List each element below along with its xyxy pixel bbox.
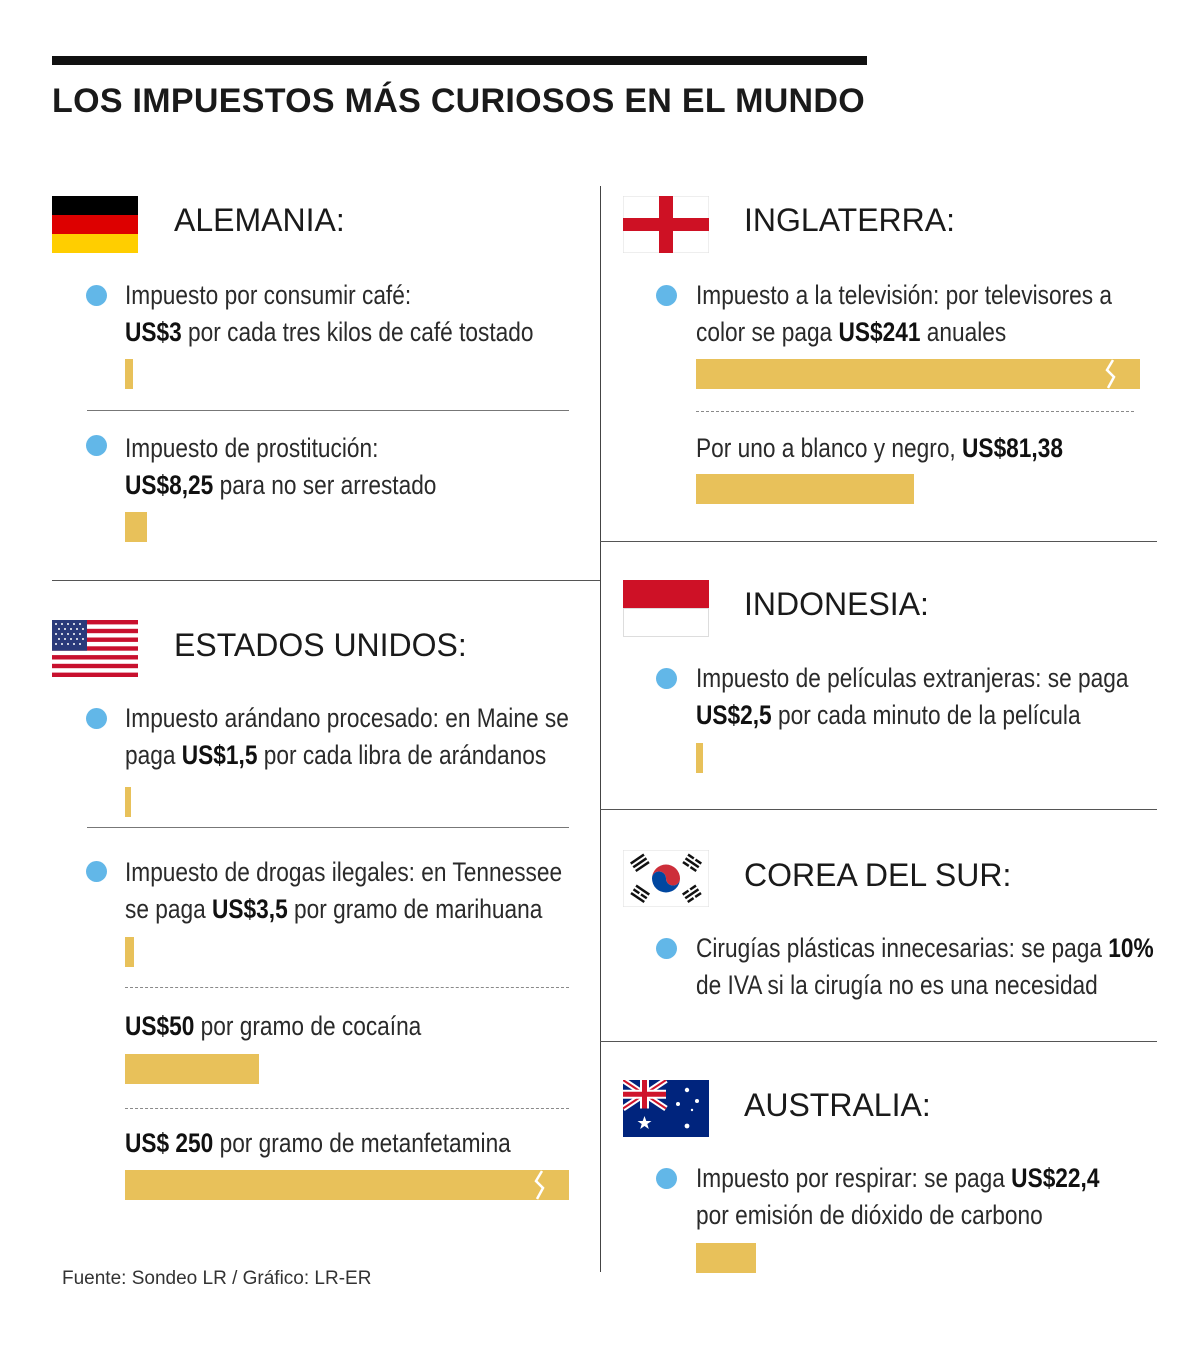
- tax-item-cirugias: Cirugías plásticas innecesarias: se paga…: [696, 933, 1154, 1000]
- indonesia-flag-icon: [623, 580, 709, 637]
- tax-item-arandanos: Impuesto arándano procesado: en Maine se…: [125, 703, 569, 770]
- bar-respirar: [696, 1243, 757, 1273]
- bullet-icon: [656, 668, 677, 689]
- germany-flag-icon: [52, 196, 138, 253]
- column-divider: [600, 186, 601, 1272]
- axis-break-icon: [1105, 359, 1116, 389]
- bullet-icon: [86, 708, 107, 729]
- country-title-corea-del-sur: COREA DEL SUR:: [744, 857, 1012, 893]
- bullet-icon: [656, 285, 677, 306]
- tax-item-metanfetamina: US$ 250 por gramo de metanfetamina: [125, 1128, 511, 1158]
- tax-item-television: Impuesto a la televisión: por televisore…: [696, 280, 1113, 347]
- country-title-alemania: ALEMANIA:: [174, 202, 345, 238]
- bullet-icon: [86, 861, 107, 882]
- page-title: LOS IMPUESTOS MÁS CURIOSOS EN EL MUNDO: [52, 82, 866, 120]
- dashed-separator: [696, 411, 1134, 412]
- bar-peliculas: [696, 743, 703, 773]
- section-divider-left: [52, 580, 600, 581]
- tax-item-marihuana: Impuesto de drogas ilegales: en Tennesse…: [125, 857, 563, 924]
- axis-break-icon: [534, 1170, 545, 1200]
- tax-item-respirar: Impuesto por respirar: se paga US$22,4 p…: [696, 1163, 1100, 1230]
- bar-marihuana: [125, 937, 135, 967]
- bullet-icon: [656, 1168, 677, 1189]
- source-note: Fuente: Sondeo LR / Gráfico: LR-ER: [62, 1268, 372, 1289]
- country-title-indonesia: INDONESIA:: [744, 586, 929, 622]
- usa-flag-icon: [52, 620, 138, 677]
- bullet-icon: [656, 938, 677, 959]
- section-divider-indonesia: [600, 809, 1157, 810]
- dashed-separator: [125, 987, 569, 988]
- england-flag-icon: [623, 196, 709, 253]
- section-divider-inglaterra: [600, 541, 1157, 542]
- tax-item-cafe: Impuesto por consumir café: US$3 por cad…: [125, 280, 534, 347]
- bar-metanfetamina: [125, 1170, 569, 1200]
- item-separator: [87, 827, 569, 828]
- australia-flag-icon: [623, 1080, 709, 1137]
- country-title-australia: AUSTRALIA:: [744, 1087, 931, 1123]
- title-rule: [52, 56, 867, 65]
- section-divider-corea: [600, 1041, 1157, 1042]
- bar-cocaina: [125, 1054, 259, 1084]
- bar-cafe: [125, 359, 134, 389]
- bullet-icon: [86, 435, 107, 456]
- bullet-icon: [86, 285, 107, 306]
- bar-arandanos: [125, 787, 131, 817]
- country-title-inglaterra: INGLATERRA:: [744, 202, 955, 238]
- item-separator: [87, 410, 569, 411]
- tax-item-peliculas: Impuesto de películas extranjeras: se pa…: [696, 663, 1129, 730]
- south-korea-flag-icon: [623, 850, 709, 907]
- bar-television-color: [696, 359, 1140, 389]
- dashed-separator: [125, 1108, 569, 1109]
- tax-item-prostitucion: Impuesto de prostitución: US$8,25 para n…: [125, 433, 437, 500]
- country-title-estados-unidos: ESTADOS UNIDOS:: [174, 627, 467, 663]
- bar-prostitucion: [125, 512, 148, 542]
- bar-television-bn: [696, 474, 915, 504]
- tax-item-television-bn: Por uno a blanco y negro, US$81,38: [696, 433, 1063, 463]
- tax-item-cocaina: US$50 por gramo de cocaína: [125, 1011, 422, 1041]
